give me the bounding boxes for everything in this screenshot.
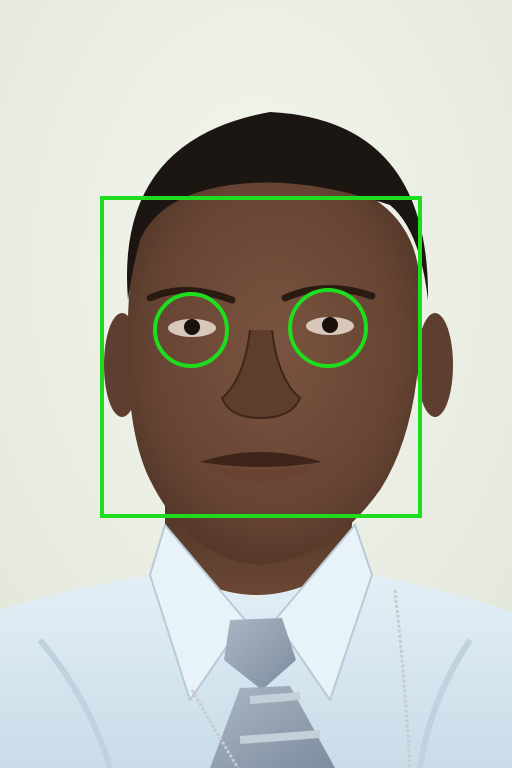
- upper-lip: [200, 452, 322, 467]
- right-eye-detection-circle: [288, 288, 368, 368]
- tie-stripe-2: [239, 730, 321, 744]
- face-detection-box: [100, 196, 422, 518]
- shirt-fold-left: [37, 638, 113, 768]
- nose: [220, 329, 302, 420]
- hair: [126, 112, 429, 300]
- detection-overlay: [100, 196, 422, 518]
- lower-lip: [203, 464, 320, 482]
- necklace-chain-left: [190, 689, 240, 768]
- ear-right: [417, 313, 453, 417]
- eyebrow-left: [146, 287, 236, 304]
- shirt-fold-right: [417, 638, 473, 768]
- tie-stripe-1: [249, 692, 301, 704]
- tie-blade: [210, 686, 335, 768]
- left-eye-detection-circle: [153, 292, 229, 368]
- tie-knot: [224, 618, 296, 690]
- necklace-chain-right: [393, 589, 412, 768]
- eye-left-iris: [184, 319, 200, 335]
- eye-right-iris: [322, 317, 338, 333]
